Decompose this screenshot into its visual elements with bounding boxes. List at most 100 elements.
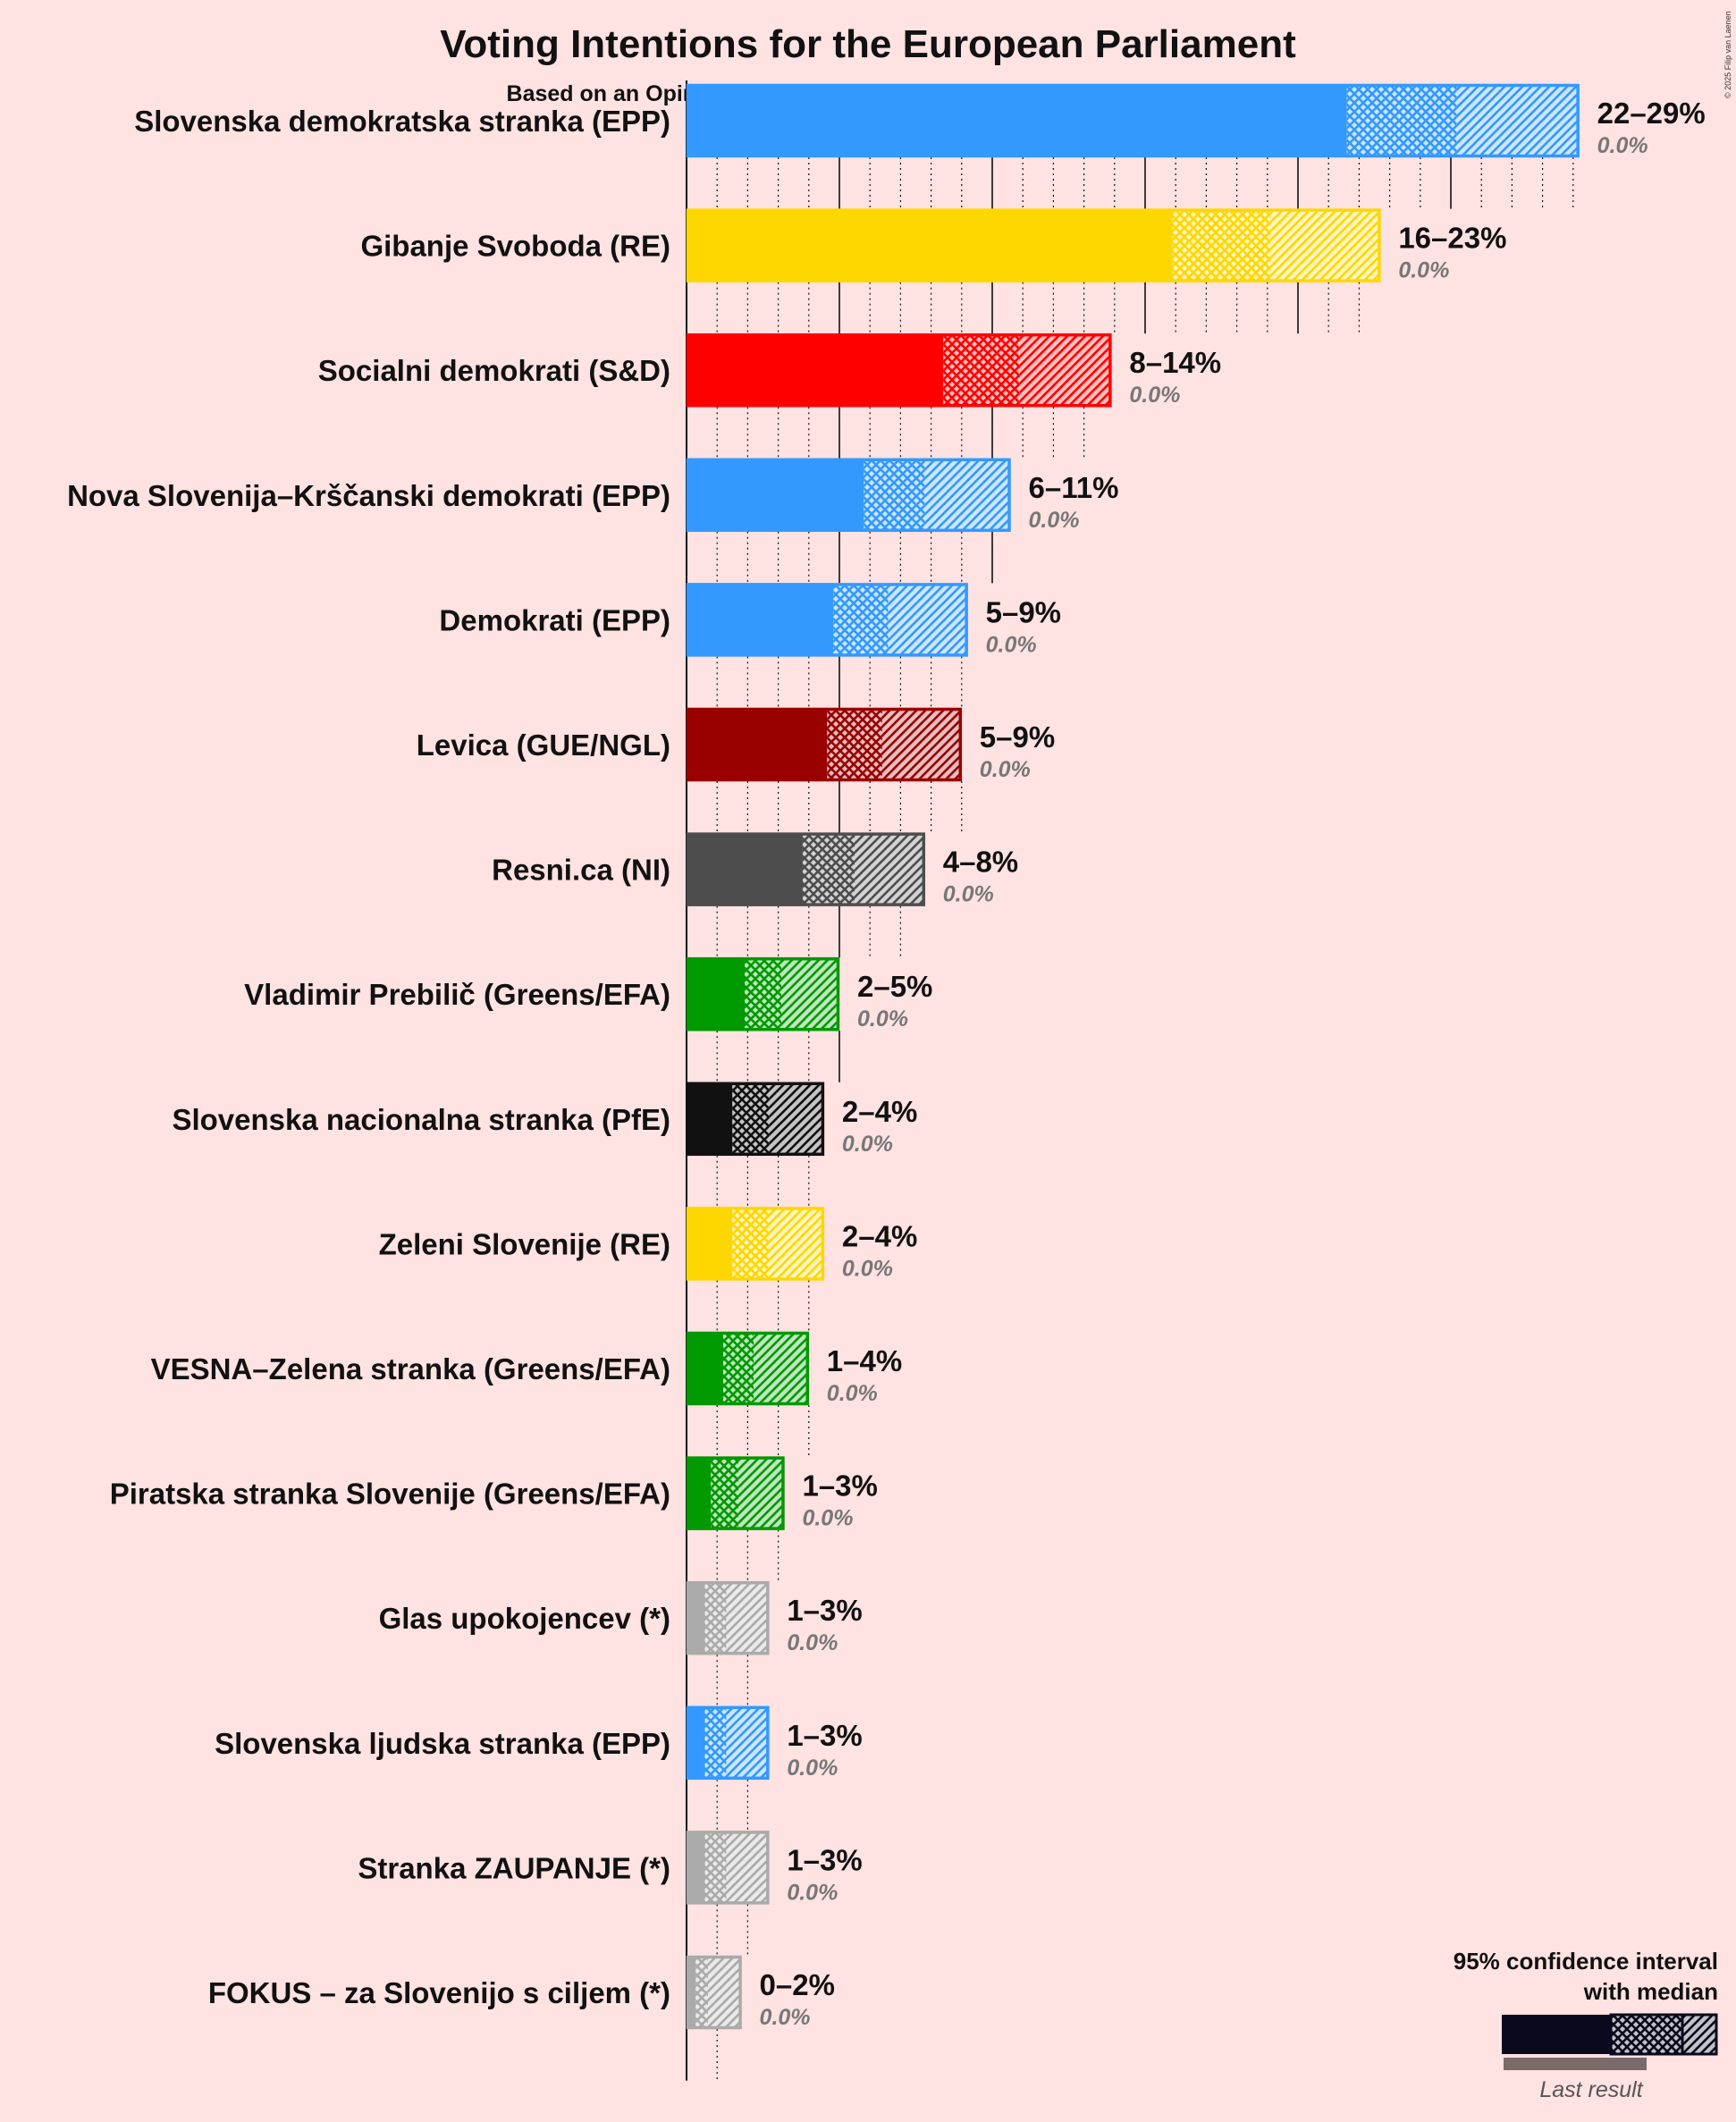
bar-row: Resni.ca (NI) 4–8% 0.0% <box>492 832 1018 907</box>
bar-ci-upper <box>726 1707 770 1779</box>
bar-outline <box>686 1456 785 1530</box>
party-label: Slovenska nacionalna stranka (PfE) <box>172 1103 670 1136</box>
bar-row: Piratska stranka Slovenije (Greens/EFA) 1… <box>110 1456 878 1531</box>
bar-ci-upper <box>726 1582 770 1654</box>
bar-row: Levica (GUE/NGL) 5–9% 0.0% <box>417 707 1055 782</box>
bars-layer: Slovenska demokratska stranka (EPP) 22–29… <box>67 83 1706 2030</box>
bar-ci-lower <box>732 1083 770 1155</box>
legend-bar-crosshatch <box>1609 2013 1684 2056</box>
bar-solid <box>687 1207 733 1281</box>
bar-ci-lower <box>704 1831 727 1903</box>
last-result-label: 0.0% <box>980 757 1031 782</box>
range-label: 1–3% <box>787 1594 862 1627</box>
bar-solid <box>687 1332 724 1405</box>
bar-solid <box>687 832 803 906</box>
bar-ci-lower <box>704 1707 727 1779</box>
last-result-label: 0.0% <box>787 1880 838 1905</box>
party-label: Resni.ca (NI) <box>492 854 670 887</box>
bar-row: Slovenska demokratska stranka (EPP) 22–29… <box>134 83 1706 158</box>
bar-row: Slovenska ljudska stranka (EPP) 1–3% 0.0% <box>215 1705 863 1781</box>
chart-title: Voting Intentions for the European Parli… <box>440 22 1296 66</box>
bar-outline <box>686 458 1011 533</box>
bar-solid <box>687 1456 712 1530</box>
bar-solid <box>687 1581 705 1655</box>
bar-ci-upper <box>855 834 925 905</box>
bar-solid <box>687 84 1347 157</box>
last-result-label: 0.0% <box>760 2005 811 2030</box>
range-label: 1–3% <box>802 1469 877 1503</box>
party-label: Nova Slovenija–Krščanski demokrati (EPP) <box>67 479 670 512</box>
last-result-label: 0.0% <box>787 1756 838 1781</box>
range-label: 6–11% <box>1029 471 1119 504</box>
last-result-label: 0.0% <box>1129 383 1180 408</box>
legend-bar-solid <box>1502 2015 1611 2054</box>
party-label: FOKUS – za Slovenijo s ciljem (*) <box>208 1976 670 2009</box>
party-label: VESNA–Zelena stranka (Greens/EFA) <box>151 1352 670 1385</box>
bar-solid <box>687 1831 705 1905</box>
bar-ci-upper <box>888 584 968 655</box>
bar-outline <box>686 208 1381 282</box>
bar-outline <box>686 583 968 657</box>
bar-solid <box>687 458 864 532</box>
bar-outline <box>686 1831 770 1905</box>
bar-ci-lower <box>695 1957 708 2028</box>
bar-solid <box>687 583 834 657</box>
legend-last-result-label: Last result <box>1539 2077 1643 2102</box>
bar-row: Vladimir Prebilič (Greens/EFA) 2–5% 0.0% <box>244 956 932 1032</box>
bar-ci-upper <box>769 1083 824 1155</box>
bar-outline <box>686 1082 825 1157</box>
last-result-label: 0.0% <box>1398 258 1449 283</box>
party-label: Zeleni Slovenije (RE) <box>379 1227 670 1260</box>
bar-row: Zeleni Slovenije (RE) 2–4% 0.0% <box>379 1207 917 1281</box>
legend: 95% confidence interval with median Last… <box>1454 1948 1718 2102</box>
party-label: Demokrati (EPP) <box>439 603 670 636</box>
range-label: 4–8% <box>943 846 1018 879</box>
bar-ci-lower <box>732 1208 770 1279</box>
bar-outline <box>686 956 840 1032</box>
bar-row: Slovenska nacionalna stranka (PfE) 2–4% 0.… <box>172 1082 917 1157</box>
bar-ci-upper <box>707 1957 742 2028</box>
bar-ci-lower <box>711 1458 739 1529</box>
party-label: Piratska stranka Slovenije (Greens/EFA) <box>110 1478 670 1511</box>
bar-ci-upper <box>1270 210 1381 282</box>
bar-solid <box>687 1705 705 1780</box>
last-result-label: 0.0% <box>802 1506 853 1531</box>
bar-outline <box>686 1580 770 1655</box>
range-label: 2–4% <box>842 1095 917 1128</box>
bar-row: Nova Slovenija–Krščanski demokrati (EPP)… <box>67 458 1119 533</box>
bar-ci-upper <box>781 958 839 1030</box>
bar-outline <box>686 1705 770 1781</box>
bar-ci-lower <box>802 834 855 905</box>
bar-row: FOKUS – za Slovenijo s ciljem (*) 0–2% 0.0… <box>208 1955 835 2030</box>
party-label: Slovenska demokratska stranka (EPP) <box>134 105 670 138</box>
bar-outline <box>686 1331 810 1406</box>
bar-ci-lower <box>943 334 1020 406</box>
bar-solid <box>687 208 1173 282</box>
legend-ci-line1: 95% confidence interval <box>1454 1948 1718 1975</box>
bar-row: Glas upokojencev (*) 1–3% 0.0% <box>379 1580 863 1655</box>
bar-ci-upper <box>881 709 962 780</box>
last-result-label: 0.0% <box>787 1630 838 1655</box>
party-label: Vladimir Prebilič (Greens/EFA) <box>244 978 670 1011</box>
legend-bar-hatch <box>1681 2013 1718 2056</box>
party-label: Slovenska ljudska stranka (EPP) <box>215 1727 670 1760</box>
bar-outline <box>686 333 1112 408</box>
last-result-label: 0.0% <box>827 1381 878 1406</box>
last-result-label: 0.0% <box>1029 508 1080 533</box>
bar-ci-upper <box>769 1208 824 1279</box>
bar-row: VESNA–Zelena stranka (Greens/EFA) 1–4% 0.0… <box>151 1331 902 1406</box>
range-label: 16–23% <box>1398 222 1506 255</box>
bar-solid <box>687 1956 696 2029</box>
range-label: 8–14% <box>1129 346 1221 379</box>
bar-outline <box>686 1955 742 2030</box>
last-result-label: 0.0% <box>857 1006 908 1032</box>
bar-solid <box>687 708 828 781</box>
range-label: 22–29% <box>1597 97 1706 130</box>
last-result-label: 0.0% <box>986 632 1037 657</box>
bar-solid <box>687 333 944 408</box>
bar-ci-lower <box>744 958 782 1030</box>
bar-ci-lower <box>704 1582 727 1654</box>
range-label: 2–5% <box>857 970 932 1003</box>
party-label: Levica (GUE/NGL) <box>417 728 670 762</box>
